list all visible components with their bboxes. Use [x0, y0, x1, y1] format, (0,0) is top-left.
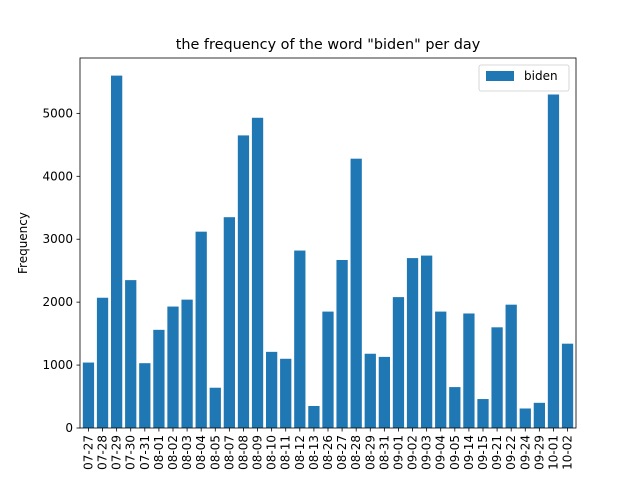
- x-tick-label: 09-22: [504, 435, 518, 470]
- bar-08-10: [266, 351, 278, 428]
- bar-10-02: [561, 343, 574, 428]
- y-tick-label: 1000: [42, 358, 73, 372]
- x-tick-label: 07-28: [96, 435, 110, 470]
- x-tick-label: 08-26: [321, 435, 335, 470]
- bar-09-02: [406, 258, 419, 428]
- legend-swatch: [486, 71, 514, 81]
- x-tick-label: 09-05: [448, 435, 462, 470]
- x-axis: 07-27 07-28 07-29 07-30 07-31 08-01 08-02 08-03…: [81, 428, 575, 470]
- bar-07-29: [111, 75, 123, 429]
- x-tick-label: 07-27: [81, 435, 95, 470]
- x-tick-label: 08-02: [166, 435, 180, 470]
- x-tick-label: 08-31: [377, 435, 391, 470]
- x-tick-label: 09-04: [434, 435, 448, 470]
- x-tick-label: 08-11: [279, 435, 293, 470]
- chart-title: the frequency of the word "biden" per da…: [176, 37, 481, 53]
- bar-08-02: [167, 306, 179, 428]
- bar-09-03: [421, 255, 433, 428]
- bar-08-11: [280, 358, 292, 428]
- x-tick-label: 08-28: [349, 435, 363, 470]
- bar-09-05: [449, 387, 461, 428]
- y-tick-label: 0: [65, 421, 73, 435]
- bar-08-04: [195, 231, 207, 428]
- plot-area-frame: [79, 57, 577, 429]
- bars-group: [82, 75, 574, 429]
- bar-09-29: [533, 402, 545, 428]
- bar-07-28: [96, 297, 109, 428]
- x-tick-label: 08-13: [307, 435, 321, 470]
- x-tick-label: 09-24: [518, 435, 532, 470]
- bar-09-21: [491, 327, 503, 428]
- x-tick-label: 09-15: [476, 435, 490, 470]
- y-tick-label: 3000: [42, 232, 73, 246]
- bar-09-15: [477, 399, 489, 428]
- x-tick-label: 08-03: [180, 435, 194, 470]
- bar-08-03: [181, 299, 193, 428]
- x-tick-label: 08-01: [152, 435, 166, 470]
- bar-08-13: [308, 405, 320, 428]
- bar-08-08: [237, 135, 250, 428]
- x-tick-label: 08-09: [251, 435, 265, 470]
- x-tick-label: 07-30: [124, 435, 138, 470]
- x-tick-label: 09-14: [462, 435, 476, 470]
- bar-08-26: [322, 311, 334, 428]
- bar-08-31: [378, 356, 390, 428]
- x-tick-label: 09-21: [490, 435, 504, 470]
- bar-08-28: [350, 158, 362, 428]
- y-tick-label: 2000: [42, 295, 73, 309]
- x-tick-label: 07-31: [138, 435, 152, 470]
- y-tick-label: 5000: [42, 106, 73, 120]
- x-tick-label: 08-07: [222, 435, 236, 470]
- x-tick-label: 07-29: [110, 435, 124, 470]
- bar-07-30: [125, 280, 137, 428]
- x-tick-label: 09-01: [391, 435, 405, 470]
- x-tick-label: 08-08: [236, 435, 250, 470]
- x-tick-label: 09-03: [420, 435, 434, 470]
- y-axis-label: Frequency: [16, 212, 30, 274]
- bar-08-05: [209, 387, 221, 428]
- bar-08-07: [223, 217, 235, 428]
- x-tick-label: 08-12: [293, 435, 307, 470]
- x-tick-label: 08-04: [194, 435, 208, 470]
- y-tick-label: 4000: [42, 169, 73, 183]
- bar-08-09: [251, 117, 264, 428]
- x-tick-label: 09-02: [406, 435, 420, 470]
- bar-10-01: [547, 94, 560, 428]
- bar-09-22: [505, 304, 517, 428]
- bar-08-01: [153, 329, 165, 428]
- legend-label: biden: [524, 69, 558, 83]
- bar-07-27: [82, 362, 95, 428]
- bar-09-04: [435, 311, 447, 428]
- y-axis: 0 1000 2000 3000 4000 5000: [42, 106, 80, 435]
- bar-07-31: [139, 363, 151, 428]
- x-tick-label: 09-29: [532, 435, 546, 470]
- bar-09-14: [463, 313, 475, 428]
- bar-08-27: [336, 259, 348, 428]
- x-tick-label: 10-01: [546, 435, 560, 470]
- x-tick-label: 08-05: [208, 435, 222, 470]
- bar-09-01: [392, 297, 405, 428]
- legend: biden: [478, 64, 570, 92]
- x-tick-label: 08-10: [265, 435, 279, 470]
- bar-09-24: [519, 408, 531, 428]
- x-tick-label: 10-02: [561, 435, 575, 470]
- x-tick-label: 08-29: [363, 435, 377, 470]
- bar-08-29: [364, 353, 376, 428]
- bar-08-12: [294, 250, 306, 428]
- x-tick-label: 08-27: [335, 435, 349, 470]
